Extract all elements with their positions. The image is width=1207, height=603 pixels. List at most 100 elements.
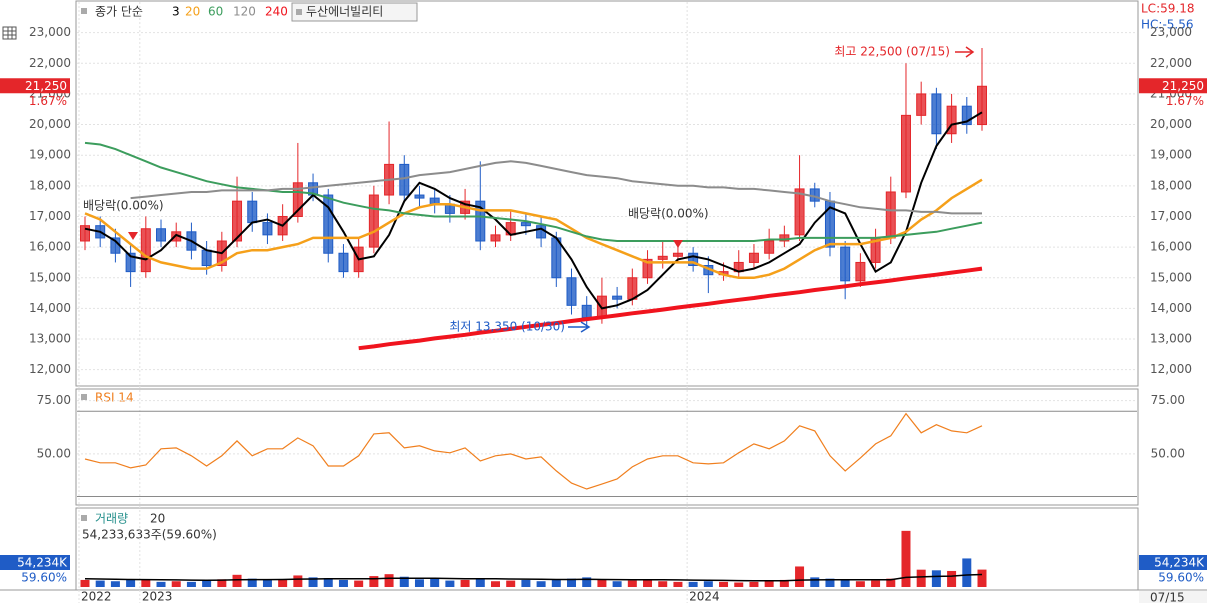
grid-icon [2, 26, 17, 40]
current-price-box [0, 78, 70, 94]
volume-bar [825, 578, 835, 587]
candle-body [657, 255, 668, 260]
volume-bar [703, 581, 713, 587]
y-tick-label-right: 19,000 [1150, 148, 1192, 162]
volume-bar [855, 581, 865, 587]
volume-legend: 거래량 [95, 512, 128, 526]
volume-bar [95, 580, 105, 587]
y-tick-label: 75.00 [37, 393, 71, 407]
volume-bar [734, 582, 744, 587]
volume-bar [430, 578, 440, 587]
candle-body [885, 191, 896, 239]
candle-body [612, 295, 623, 300]
low-annotation: 최저 13,350 (10/30) [449, 320, 565, 334]
volume-bar [475, 579, 485, 587]
candle-body [156, 228, 167, 242]
candle-body [627, 277, 638, 300]
volume-bar [369, 576, 379, 587]
y-tick-label-right: 14,000 [1150, 301, 1192, 315]
y-tick-label-right: 17,000 [1150, 209, 1192, 223]
candle-body [338, 252, 349, 273]
volume-bar [567, 578, 577, 587]
volume-bar [521, 579, 531, 587]
legend-item: 20 [185, 5, 200, 19]
volume-bar [551, 579, 561, 587]
x-tick-label: 2024 [689, 590, 720, 603]
y-tick-label: 50.00 [37, 446, 71, 460]
volume-bar [871, 580, 881, 587]
candle-body [140, 228, 151, 273]
volume-bar [688, 581, 698, 587]
candle-body [916, 93, 927, 116]
candle-body [566, 277, 577, 306]
candle-body [292, 182, 303, 217]
volume-bar [278, 579, 288, 587]
y-tick-label: 20,000 [29, 117, 71, 131]
candle-body [80, 225, 90, 242]
volume-bar [414, 579, 424, 587]
volume-bar [840, 579, 850, 587]
y-tick-label: 12,000 [29, 362, 71, 376]
y-tick-label-right: 13,000 [1150, 332, 1192, 346]
volume-bar [262, 579, 272, 587]
moving-average-line [84, 111, 983, 310]
title-icon [296, 9, 302, 15]
volume-ratio-label: 59.60% [1158, 571, 1204, 585]
candle-body [855, 261, 866, 282]
volume-bar [673, 581, 683, 587]
legend-icon [81, 8, 87, 14]
volume-bar [901, 530, 911, 587]
volume-ma-legend: 20 [150, 512, 165, 526]
y-tick-label-right: 23,000 [1150, 25, 1192, 39]
volume-bar [947, 570, 957, 587]
volume-bar [293, 575, 303, 587]
volume-bar [338, 579, 348, 587]
volume-summary: 54,233,633주(59.60%) [82, 528, 217, 542]
volume-current-label: 54,234K [1154, 556, 1205, 570]
volume-bar [931, 570, 941, 587]
y-tick-label: 13,000 [29, 332, 71, 346]
current-price-label: 21,250 [25, 79, 67, 93]
dividend-annotation: 배당락(0.00%) [628, 207, 709, 221]
rsi-panel [75, 388, 1139, 506]
volume-bar [962, 558, 972, 587]
y-tick-label-right: 22,000 [1150, 56, 1192, 70]
rsi-legend-icon [81, 394, 87, 400]
x-tick-label: 2023 [142, 590, 173, 603]
volume-bar [384, 574, 394, 587]
volume-bar [323, 578, 333, 587]
volume-bar [141, 579, 151, 587]
candle-body [961, 105, 972, 126]
volume-ma-line [84, 573, 983, 582]
dividend-arrow [673, 240, 683, 248]
candle-body [368, 194, 379, 248]
volume-bar [749, 581, 759, 587]
y-tick-label-right: 75.00 [1151, 393, 1185, 407]
candle-body [779, 234, 790, 242]
change-label: 1.67% [29, 94, 67, 108]
moving-average-line [130, 160, 982, 215]
volume-bar [719, 581, 729, 587]
volume-ratio-label: 59.60% [21, 571, 67, 585]
candle-body [490, 234, 501, 242]
volume-bar [886, 578, 896, 587]
low-arrow [568, 321, 591, 333]
y-tick-label: 16,000 [29, 240, 71, 254]
current-price-label: 21,250 [1162, 79, 1204, 93]
lc-label: LC:59.18 [1141, 2, 1194, 16]
volume-bar [779, 579, 789, 587]
y-tick-label-right: 12,000 [1150, 362, 1192, 376]
y-tick-label-right: 20,000 [1150, 117, 1192, 131]
volume-bar [126, 579, 136, 587]
moving-average-line [84, 178, 983, 280]
y-tick-label: 14,000 [29, 301, 71, 315]
candle-body [977, 85, 987, 126]
volume-bar [308, 577, 318, 587]
current-price-box [1139, 78, 1207, 94]
candle-body [125, 252, 136, 273]
candle-body [414, 194, 425, 199]
rsi-legend: RSI 14 [95, 391, 134, 405]
volume-bar [977, 569, 987, 587]
volume-bar [582, 577, 592, 587]
